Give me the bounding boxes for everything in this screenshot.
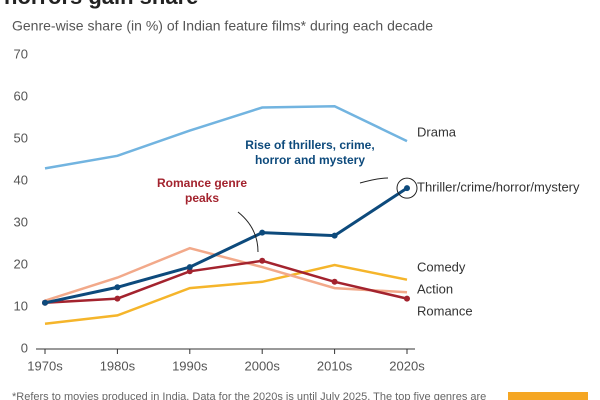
point (259, 257, 266, 264)
y-tick-label: 40 (14, 172, 28, 187)
annotation: Rise of thrillers, crime, (245, 138, 374, 152)
annotation-arrow (237, 211, 259, 253)
series-label: Thriller/crime/horror/mystery (417, 180, 580, 195)
point (114, 284, 121, 291)
x-tick-label: 1990s (172, 358, 208, 373)
point (186, 264, 193, 271)
y-tick-label: 70 (14, 46, 28, 61)
line (44, 104, 408, 170)
point (331, 232, 338, 239)
annotation-arrow (359, 177, 389, 184)
point (42, 299, 48, 306)
point (259, 229, 266, 236)
line (44, 246, 408, 302)
annotation: peaks (185, 191, 219, 205)
series-label: Action (417, 281, 453, 296)
x-tick-label: 1970s (27, 358, 63, 373)
series-label: Comedy (417, 259, 466, 274)
series-label: Romance (417, 303, 473, 318)
point (404, 295, 410, 302)
logo-box (508, 392, 588, 400)
series-label: Drama (417, 125, 457, 140)
footnote: *Refers to movies produced in India. Dat… (12, 391, 486, 400)
y-tick-label: 50 (14, 130, 28, 145)
point (186, 268, 193, 275)
x-tick-label: 2010s (317, 358, 353, 373)
x-tick-label: 2000s (244, 358, 280, 373)
y-tick-label: 20 (14, 256, 28, 271)
chart-title: horrors gain share (4, 0, 198, 9)
line (44, 186, 408, 305)
y-tick-label: 0 (21, 340, 28, 355)
point (114, 295, 121, 302)
chart-subtitle: Genre-wise share (in %) of Indian featur… (12, 18, 433, 34)
point (331, 278, 338, 285)
y-tick-label: 60 (14, 88, 28, 103)
x-tick-label: 1980s (100, 358, 136, 373)
annotation: horror and mystery (255, 153, 365, 167)
line (44, 263, 408, 326)
line (44, 259, 408, 305)
highlight-ring (396, 177, 418, 199)
y-tick-label: 10 (14, 298, 28, 313)
point (404, 185, 410, 192)
y-tick-label: 30 (14, 214, 28, 229)
annotation: Romance genre (157, 176, 247, 190)
x-tick-label: 2020s (389, 358, 425, 373)
